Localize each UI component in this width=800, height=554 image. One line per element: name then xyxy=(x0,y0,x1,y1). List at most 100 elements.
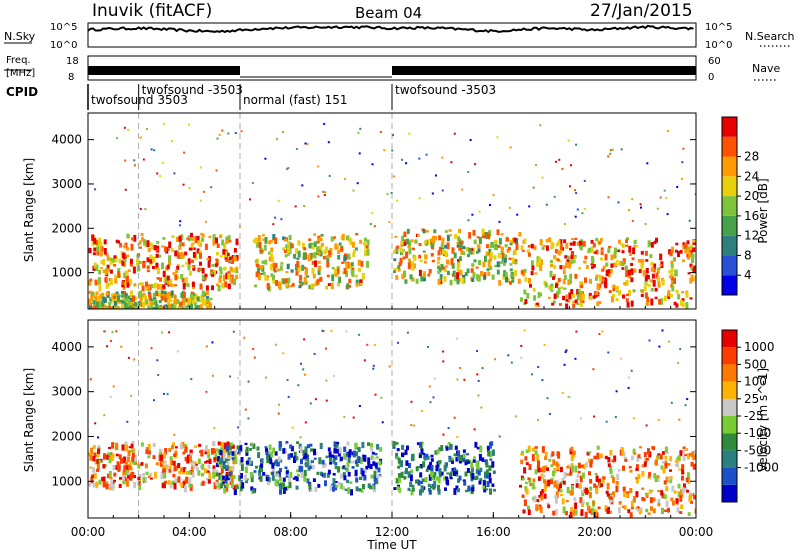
heat-cell-1 xyxy=(324,480,327,487)
heat-cell-0 xyxy=(113,479,116,482)
heat-cell-3 xyxy=(487,271,491,276)
heat-cell-4 xyxy=(574,237,578,240)
heat-cell-0 xyxy=(149,477,153,480)
heat-cell-4 xyxy=(623,282,627,285)
heat-cell-3 xyxy=(531,454,535,462)
heat-cell-sparse xyxy=(658,345,661,348)
noise-right-tick-bottom: 10^0 xyxy=(705,40,732,51)
heat-cell-0 xyxy=(118,454,122,460)
heat-cell-2 xyxy=(354,274,358,278)
heat-cell-4 xyxy=(592,242,596,248)
heat-cell-4 xyxy=(644,250,648,256)
heat-cell-4 xyxy=(653,263,657,270)
heat-cell-0 xyxy=(161,460,165,464)
heat-cell-sparse xyxy=(251,181,254,184)
heat-cell-2 xyxy=(418,454,422,458)
heat-cell-0 xyxy=(185,470,189,475)
heat-cell-4 xyxy=(568,261,572,269)
heat-cell-3 xyxy=(489,255,493,262)
heat-cell-4 xyxy=(565,298,569,302)
heat-cell-1 xyxy=(264,446,268,449)
heat-cell-4 xyxy=(669,250,673,257)
heat-cell-1 xyxy=(209,297,213,301)
heat-cell-0 xyxy=(222,447,226,454)
heat-cell-0 xyxy=(123,465,127,472)
heat-cell-3 xyxy=(436,261,440,265)
heat-cell-0 xyxy=(181,277,185,283)
heat-cell-1 xyxy=(322,462,326,469)
heat-cell-sparse xyxy=(431,192,434,195)
heat-cell-sparse xyxy=(498,220,501,223)
heat-cell-3 xyxy=(612,491,615,498)
heat-cell-1 xyxy=(200,296,204,303)
heat-cell-0 xyxy=(130,443,134,449)
heat-cell-3 xyxy=(438,235,442,241)
heat-cell-3 xyxy=(472,272,476,279)
heat-cell-1 xyxy=(139,300,143,307)
heat-cell-0 xyxy=(210,271,214,275)
heat-cell-sparse xyxy=(247,380,250,383)
heat-cell-3 xyxy=(534,446,538,449)
heat-cell-0 xyxy=(123,272,127,279)
heat-cell-2 xyxy=(427,464,431,471)
heat-cell-3 xyxy=(413,255,417,261)
heat-cell-sparse xyxy=(617,201,620,204)
heat-cell-3 xyxy=(394,235,398,238)
heat-cell-3 xyxy=(622,465,625,471)
heat-cell-3 xyxy=(659,454,663,460)
heat-cell-1 xyxy=(113,300,117,306)
heat-cell-4 xyxy=(659,264,663,267)
heat-cell-3 xyxy=(394,249,398,252)
heat-cell-2 xyxy=(493,488,496,492)
heat-cell-1 xyxy=(267,477,271,483)
heat-cell-3 xyxy=(555,479,559,483)
heat-cell-3 xyxy=(691,451,695,458)
heat-cell-sparse xyxy=(240,130,243,133)
heat-cell-3 xyxy=(524,486,528,491)
heat-cell-0 xyxy=(107,268,111,272)
heat-cell-sparse xyxy=(213,427,216,429)
heat-cell-1 xyxy=(191,300,195,304)
heat-cell-sparse xyxy=(237,426,240,429)
heat-cell-3 xyxy=(446,234,450,242)
heat-cell-0 xyxy=(132,461,136,465)
heat-cell-0 xyxy=(180,482,184,488)
heat-cell-2 xyxy=(276,268,280,272)
heat-cell-4 xyxy=(565,262,569,268)
heat-cell-2 xyxy=(420,481,424,484)
colorbar-segment-9 xyxy=(722,330,737,348)
heat-cell-1 xyxy=(231,457,235,461)
heat-cell-3 xyxy=(555,491,559,499)
heat-cell-0 xyxy=(112,258,116,263)
heat-cell-sparse xyxy=(374,393,377,396)
heat-cell-sparse xyxy=(200,166,203,169)
heat-cell-1 xyxy=(182,291,186,299)
heat-cell-2 xyxy=(479,478,483,482)
heat-cell-3 xyxy=(401,248,405,254)
heat-cell-4 xyxy=(667,290,671,297)
heat-cell-sparse xyxy=(150,347,153,350)
heat-cell-1 xyxy=(295,485,299,490)
heat-cell-3 xyxy=(676,460,680,468)
heat-cell-0 xyxy=(146,265,150,270)
heat-cell-3 xyxy=(585,462,589,468)
heat-cell-4 xyxy=(621,243,625,249)
heat-cell-4 xyxy=(563,275,567,280)
heat-cell-2 xyxy=(300,281,304,285)
heat-cell-sparse xyxy=(247,417,250,420)
heat-cell-sparse xyxy=(681,177,683,180)
heat-cell-2 xyxy=(395,442,399,445)
heat-cell-1 xyxy=(344,488,348,491)
heat-cell-2 xyxy=(398,473,401,478)
heat-cell-sparse xyxy=(124,188,127,191)
heat-cell-1 xyxy=(289,453,293,458)
heat-cell-2 xyxy=(262,234,265,237)
heat-cell-0 xyxy=(138,479,141,482)
heat-cell-1 xyxy=(155,290,159,296)
heat-cell-1 xyxy=(111,293,114,300)
heat-cell-1 xyxy=(249,447,253,451)
heat-cell-0 xyxy=(190,243,194,250)
heat-cell-3 xyxy=(472,229,476,236)
heat-cell-3 xyxy=(632,448,636,454)
heat-cell-3 xyxy=(403,270,407,276)
